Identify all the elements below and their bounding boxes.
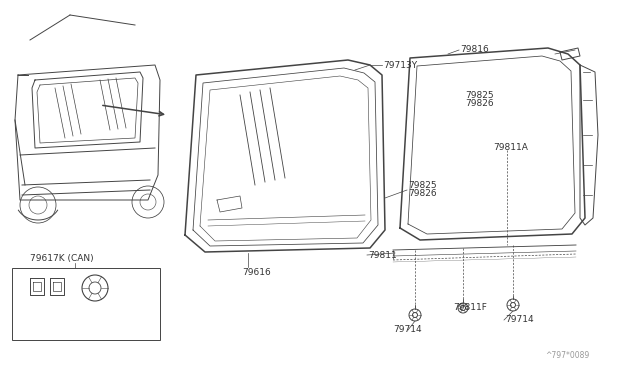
Text: 79811F: 79811F [453,304,487,312]
Text: 79825: 79825 [408,182,436,190]
Bar [12,268,160,340]
Text: 79826: 79826 [465,99,493,108]
Text: 79825: 79825 [465,90,493,99]
Text: 79811: 79811 [368,250,397,260]
Text: 79826: 79826 [408,189,436,199]
Text: 79616: 79616 [242,268,271,277]
Text: 79714: 79714 [505,315,534,324]
Text: 79714: 79714 [393,326,422,334]
Text: 79816: 79816 [460,45,489,55]
Text: ^797*0089: ^797*0089 [545,351,589,360]
Text: 79811A: 79811A [493,144,528,153]
Text: 79713Y: 79713Y [383,61,417,70]
Text: 79617K (CAN): 79617K (CAN) [30,254,94,263]
